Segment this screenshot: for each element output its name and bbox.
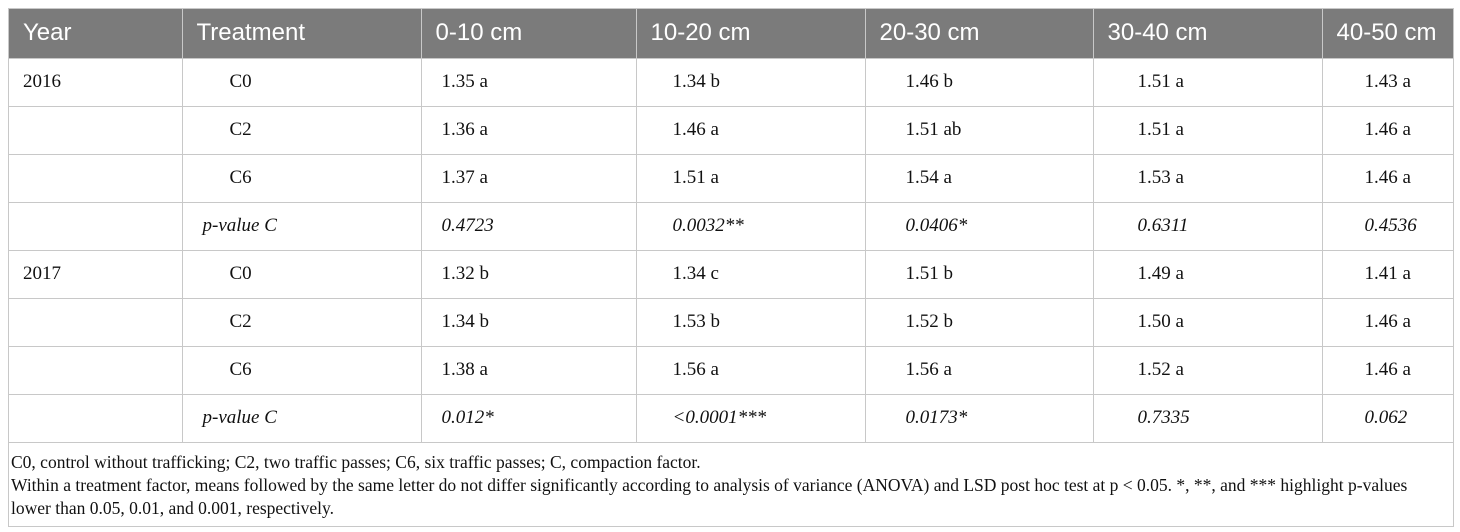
treatment-cell: C2 [181,297,421,346]
value-cell: 1.46 a [635,105,865,154]
table-row: p-value C 0.4723 0.0032** 0.0406* 0.6311 0.45… [9,201,1453,250]
value-cell: 1.50 a [1092,297,1322,346]
value-cell: 0.4536 [1321,201,1453,250]
year-cell [9,105,182,154]
value-cell: 0.6311 [1092,201,1322,250]
value-cell: 1.32 b [420,249,636,298]
column-header-20-30: 20-30 cm [864,9,1093,58]
year-cell [9,153,182,202]
value-cell: 0.7335 [1092,393,1322,442]
table-footnotes: C0, control without trafficking; C2, two… [9,442,1453,526]
value-cell: 1.53 b [635,297,865,346]
value-cell: 1.53 a [1092,153,1322,202]
table-row: C6 1.37 a 1.51 a 1.54 a 1.53 a 1.46 a [9,153,1453,202]
value-cell: 0.0173* [864,393,1093,442]
value-cell: 0.062 [1321,393,1453,442]
value-cell: 1.51 ab [864,105,1093,154]
value-cell: 1.36 a [420,105,636,154]
year-cell [9,201,182,250]
value-cell: 0.0406* [864,201,1093,250]
treatment-cell: C6 [181,153,421,202]
value-cell: 1.49 a [1092,249,1322,298]
table-row: C6 1.38 a 1.56 a 1.56 a 1.52 a 1.46 a [9,345,1453,394]
treatment-cell: C0 [181,57,421,106]
column-header-0-10: 0-10 cm [420,9,636,58]
table-row: C2 1.36 a 1.46 a 1.51 ab 1.51 a 1.46 a [9,105,1453,154]
value-cell: 1.51 a [1092,57,1322,106]
value-cell: 0.4723 [420,201,636,250]
column-header-treatment: Treatment [181,9,421,58]
column-header-40-50: 40-50 cm [1321,9,1453,58]
value-cell: 1.52 a [1092,345,1322,394]
treatment-cell: C6 [181,345,421,394]
value-cell: 1.46 a [1321,297,1453,346]
data-table: Year Treatment 0-10 cm 10-20 cm 20-30 cm… [9,9,1453,442]
table-row: 2016 C0 1.35 a 1.34 b 1.46 b 1.51 a 1.43 a [9,57,1453,106]
data-table-container: Year Treatment 0-10 cm 10-20 cm 20-30 cm… [8,8,1454,527]
table-row: C2 1.34 b 1.53 b 1.52 b 1.50 a 1.46 a [9,297,1453,346]
value-cell: 1.38 a [420,345,636,394]
table-row: p-value C 0.012* <0.0001*** 0.0173* 0.7335 0.… [9,393,1453,442]
value-cell: 1.41 a [1321,249,1453,298]
value-cell: 1.46 a [1321,105,1453,154]
value-cell: 1.56 a [635,345,865,394]
value-cell: 0.0032** [635,201,865,250]
value-cell: 1.54 a [864,153,1093,202]
year-cell [9,297,182,346]
column-header-10-20: 10-20 cm [635,9,865,58]
footnote-abbreviations: C0, control without trafficking; C2, two… [11,452,701,472]
treatment-cell: p-value C [181,393,421,442]
value-cell: <0.0001*** [635,393,865,442]
treatment-cell: C0 [181,249,421,298]
value-cell: 1.56 a [864,345,1093,394]
value-cell: 1.34 c [635,249,865,298]
footnote-statistics: Within a treatment factor, means followe… [11,475,1408,518]
value-cell: 1.51 a [635,153,865,202]
year-cell [9,345,182,394]
value-cell: 1.51 a [1092,105,1322,154]
year-cell: 2016 [9,57,182,106]
value-cell: 1.43 a [1321,57,1453,106]
value-cell: 1.34 b [635,57,865,106]
year-cell: 2017 [9,249,182,298]
value-cell: 1.37 a [420,153,636,202]
value-cell: 1.46 a [1321,345,1453,394]
value-cell: 1.51 b [864,249,1093,298]
value-cell: 1.34 b [420,297,636,346]
value-cell: 1.46 b [864,57,1093,106]
table-header-row: Year Treatment 0-10 cm 10-20 cm 20-30 cm… [9,9,1453,58]
value-cell: 1.52 b [864,297,1093,346]
treatment-cell: C2 [181,105,421,154]
value-cell: 1.35 a [420,57,636,106]
year-cell [9,393,182,442]
column-header-year: Year [23,19,72,47]
value-cell: 0.012* [420,393,636,442]
column-header-30-40: 30-40 cm [1092,9,1322,58]
table-row: 2017 C0 1.32 b 1.34 c 1.51 b 1.49 a 1.41 a [9,249,1453,298]
value-cell: 1.46 a [1321,153,1453,202]
treatment-cell: p-value C [181,201,421,250]
